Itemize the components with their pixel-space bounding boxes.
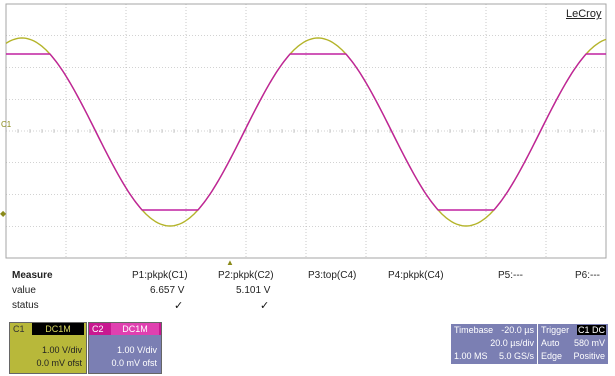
timebase-rate: 5.0 GS/s — [498, 351, 534, 361]
param-p6-name[interactable]: P6:--- — [575, 270, 600, 281]
param-p5-name[interactable]: P5:--- — [498, 270, 523, 281]
measure-title: Measure — [12, 270, 53, 281]
channel-c1-mode: DC1M — [32, 323, 84, 335]
channel-c2-mode: DC1M — [111, 323, 159, 335]
param-p3-name[interactable]: P3:top(C4) — [308, 270, 357, 281]
param-p1-status-check-icon: ✓ — [174, 300, 184, 312]
trigger-mode: Auto — [541, 338, 560, 348]
timebase-samples: 1.00 MS — [454, 351, 488, 361]
ground-marker-c1[interactable]: C1 — [1, 120, 12, 129]
timebase-panel[interactable]: Timebase -20.0 µs 20.0 µs/div 1.00 MS 5.… — [451, 324, 537, 364]
trigger-channel: C1 DC — [576, 325, 606, 335]
trigger-level-marker-icon[interactable]: ◆ — [0, 209, 7, 218]
timebase-offset: -20.0 µs — [501, 325, 534, 335]
channel-c1-panel[interactable]: C1 DC1M 1.00 V/div 0.0 mV ofst — [9, 322, 87, 374]
trigger-slope: Positive — [573, 351, 605, 361]
trigger-level: 580 mV — [573, 338, 605, 348]
channel-c1-id: C1 — [13, 324, 25, 334]
brand-logo: LeCroy — [566, 8, 602, 20]
c2-trace — [6, 53, 606, 211]
param-p4-name[interactable]: P4:pkpk(C4) — [388, 270, 444, 281]
param-p2-status-check-icon: ✓ — [260, 300, 270, 312]
timebase-label: Timebase — [454, 325, 494, 335]
measure-value-row-label: value — [12, 285, 36, 296]
param-p1-name[interactable]: P1:pkpk(C1) — [132, 270, 188, 281]
channel-c2-id: C2 — [92, 324, 104, 334]
channel-c2-offset: 0.0 mV ofst — [111, 358, 157, 368]
channel-c2-panel[interactable]: C2 DC1M 1.00 V/div 0.0 mV ofst — [88, 322, 162, 374]
channel-c1-vdiv: 1.00 V/div — [41, 345, 82, 355]
trigger-type: Edge — [541, 351, 563, 361]
channel-c2-vdiv: 1.00 V/div — [116, 345, 157, 355]
trigger-panel[interactable]: Trigger C1 DC Auto 580 mV Edge Positive — [538, 324, 608, 364]
trigger-label: Trigger — [541, 325, 570, 335]
channel-c1-offset: 0.0 mV ofst — [36, 358, 82, 368]
param-p2-value: 5.101 V — [236, 285, 271, 296]
measure-status-row-label: status — [12, 300, 39, 311]
waveform-grid[interactable] — [0, 0, 615, 262]
param-p1-value: 6.657 V — [150, 285, 185, 296]
trigger-delay-marker-icon[interactable]: ▲ — [226, 258, 234, 267]
timebase-tdiv: 20.0 µs/div — [490, 338, 534, 348]
param-p2-name[interactable]: P2:pkpk(C2) — [218, 270, 274, 281]
